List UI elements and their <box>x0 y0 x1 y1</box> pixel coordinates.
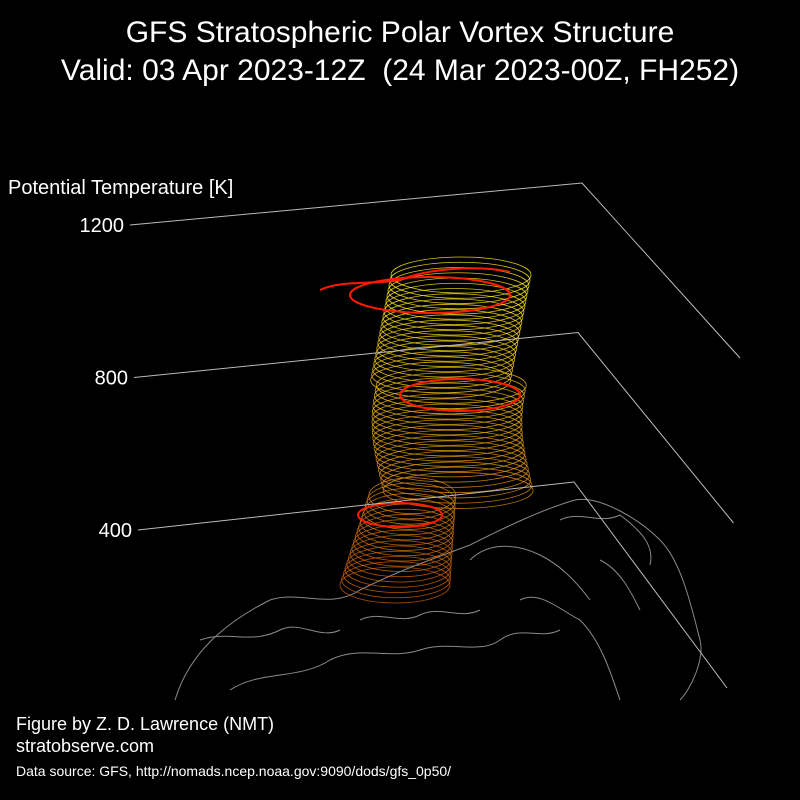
vortex-layer <box>388 267 530 304</box>
vortex-layer <box>358 508 455 546</box>
vortex-layer <box>390 256 532 294</box>
coastline <box>229 629 561 691</box>
vortex-layer <box>354 519 454 557</box>
plane-edge <box>133 331 734 524</box>
vortex-layer <box>383 293 525 331</box>
vortex-layer <box>372 387 524 425</box>
vortex-layer <box>372 393 523 431</box>
coastline <box>559 514 652 611</box>
vortex-edge <box>357 502 443 528</box>
vortex-layer <box>379 314 521 352</box>
vortex-layer <box>371 356 513 394</box>
credit: stratobserve.com <box>16 736 154 756</box>
vortex-layer <box>382 472 534 509</box>
vortex-layer <box>376 445 528 483</box>
vortex-layer <box>373 377 525 415</box>
vortex-layer <box>371 408 523 446</box>
vortex-layer <box>375 335 517 373</box>
vortex-layer <box>385 282 527 320</box>
plane-edge <box>129 182 741 359</box>
vortex-layer <box>375 366 527 404</box>
coastline <box>469 545 621 701</box>
z-tick-label: 1200 <box>80 215 125 237</box>
vortex-layer <box>353 524 454 562</box>
coastline <box>174 498 702 701</box>
vortex-layer <box>374 340 516 378</box>
z-tick-label: 800 <box>95 368 128 390</box>
vortex-layer <box>384 288 526 325</box>
vortex-layer <box>348 540 453 578</box>
vortex-layer <box>381 466 533 504</box>
vortex-layer <box>339 566 451 604</box>
axis-label: Potential Temperature [K] <box>8 177 233 199</box>
chart-subtitle: Valid: 03 Apr 2023-12Z (24 Mar 2023-00Z,… <box>61 54 739 87</box>
vortex-layer <box>370 361 512 399</box>
vortex-layer <box>365 487 456 525</box>
vortex-layer <box>349 535 453 572</box>
vortex-edge <box>349 276 511 314</box>
vortex-layer <box>377 324 519 362</box>
vortex-layer <box>376 330 518 367</box>
vortex-layer <box>356 514 454 551</box>
vortex-layer <box>342 556 452 593</box>
data-source: Data source: GFS, http://nomads.ncep.noa… <box>16 763 451 779</box>
vortex-layer <box>387 272 529 310</box>
vortex-layer <box>351 529 453 567</box>
vortex-layer <box>368 477 457 515</box>
chart-title: GFS Stratospheric Polar Vortex Structure <box>126 16 675 49</box>
plane-edge <box>137 481 728 689</box>
vortex-layer <box>346 545 452 583</box>
vortex-layer <box>372 424 524 462</box>
vortex-edge <box>319 267 511 291</box>
vortex-layer <box>366 482 456 520</box>
vortex-layer <box>371 398 523 436</box>
vortex-edge <box>399 378 521 412</box>
vortex-layer <box>372 419 524 457</box>
vortex-layer <box>371 403 523 441</box>
vortex-layer <box>371 414 523 452</box>
credit: Figure by Z. D. Lawrence (NMT) <box>16 714 274 734</box>
vortex-layer <box>375 440 527 478</box>
vortex-layer <box>363 493 456 530</box>
vortex-layer <box>374 372 526 409</box>
vortex-layer <box>379 456 530 494</box>
vortex-layer <box>377 451 529 488</box>
vortex-layer <box>341 561 451 599</box>
vortex-layer <box>382 298 524 336</box>
vortex-layer <box>380 461 532 499</box>
vortex-layer <box>373 429 525 467</box>
z-tick-label: 400 <box>99 520 132 542</box>
vortex-layer <box>372 351 514 388</box>
coastlines <box>174 498 702 701</box>
vortex-layer <box>344 550 452 588</box>
vortex-layer <box>381 303 523 341</box>
coastline <box>199 609 481 641</box>
vortex-layer <box>374 435 526 473</box>
vortex-layer <box>373 382 524 420</box>
